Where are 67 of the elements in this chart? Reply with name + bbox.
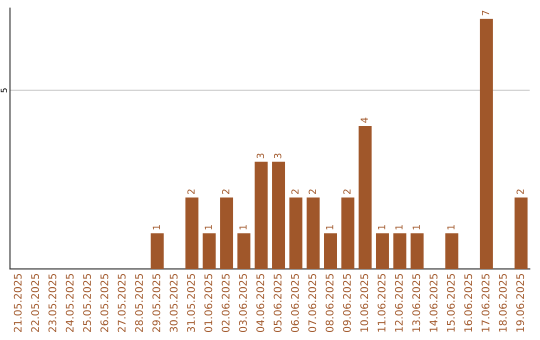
data-label: 2 — [291, 190, 299, 194]
x-tick-label: 26.05.2025 — [100, 274, 108, 332]
bar — [393, 233, 406, 269]
data-label: 1 — [152, 225, 160, 230]
x-tick-label: 03.06.2025 — [239, 274, 247, 332]
y-tick-label: 5 — [0, 88, 7, 92]
bar — [185, 197, 198, 269]
x-tick-label: 08.06.2025 — [326, 274, 334, 332]
x-tick-label: 24.05.2025 — [66, 274, 74, 332]
data-label: 1 — [326, 225, 334, 230]
data-label: 7 — [482, 10, 490, 16]
bar — [376, 233, 389, 269]
x-tick-label: 10.06.2025 — [360, 274, 368, 332]
x-tick-label: 13.06.2025 — [412, 274, 420, 332]
data-label: 2 — [516, 190, 524, 194]
x-tick-label: 04.06.2025 — [256, 274, 264, 332]
x-tick-label: 01.06.2025 — [204, 274, 212, 332]
data-label: 1 — [378, 225, 386, 230]
x-tick-label: 07.06.2025 — [308, 274, 316, 332]
x-tick-label: 17.06.2025 — [482, 274, 490, 332]
data-label: 3 — [256, 154, 264, 158]
data-label: 2 — [343, 190, 351, 194]
x-tick-label: 22.05.2025 — [31, 274, 39, 332]
bar — [272, 162, 286, 269]
bar — [202, 233, 216, 269]
data-label: 1 — [447, 225, 454, 230]
bar — [480, 18, 493, 269]
bar — [289, 197, 302, 269]
x-tick-label: 16.06.2025 — [464, 274, 472, 332]
bar — [445, 233, 458, 269]
x-tick-label: 19.06.2025 — [516, 274, 524, 332]
bar — [220, 197, 234, 269]
bar — [237, 233, 250, 269]
bar — [150, 233, 164, 269]
x-tick-label: 23.05.2025 — [48, 274, 56, 332]
data-label: 2 — [187, 190, 195, 194]
bar — [358, 126, 372, 269]
x-tick-label: 11.06.2025 — [378, 274, 386, 332]
x-tick-label: 09.06.2025 — [342, 274, 351, 332]
bar — [410, 233, 424, 269]
x-tick-label: 06.06.2025 — [290, 274, 299, 332]
data-label: 1 — [395, 225, 402, 230]
data-label: 1 — [412, 225, 420, 230]
bar — [306, 197, 320, 269]
x-tick-label: 30.05.2025 — [170, 274, 178, 332]
data-label: 2 — [308, 190, 316, 194]
x-tick-label: 27.05.2025 — [118, 274, 126, 332]
data-label: 4 — [360, 118, 368, 123]
data-label: 1 — [239, 225, 247, 230]
x-tick-label: 18.06.2025 — [498, 274, 507, 332]
data-label: 3 — [274, 154, 282, 158]
x-tick-label: 02.06.2025 — [222, 274, 230, 332]
x-tick-label: 14.06.2025 — [430, 274, 438, 332]
data-label: 2 — [222, 190, 230, 194]
x-tick-label: 29.05.2025 — [152, 274, 160, 332]
x-tick-label: 15.06.2025 — [446, 274, 455, 332]
x-tick-label: 25.05.2025 — [83, 274, 91, 332]
x-tick-label: 21.05.2025 — [14, 274, 22, 332]
x-tick-label: 31.05.2025 — [187, 274, 195, 332]
bar — [341, 197, 354, 269]
x-tick-label: 12.06.2025 — [394, 274, 403, 332]
bar — [324, 233, 337, 269]
data-label: 1 — [204, 225, 212, 230]
bar — [254, 162, 268, 269]
bar — [514, 197, 528, 269]
x-tick-label: 05.06.2025 — [274, 274, 282, 332]
x-tick-label: 28.05.2025 — [135, 274, 143, 332]
